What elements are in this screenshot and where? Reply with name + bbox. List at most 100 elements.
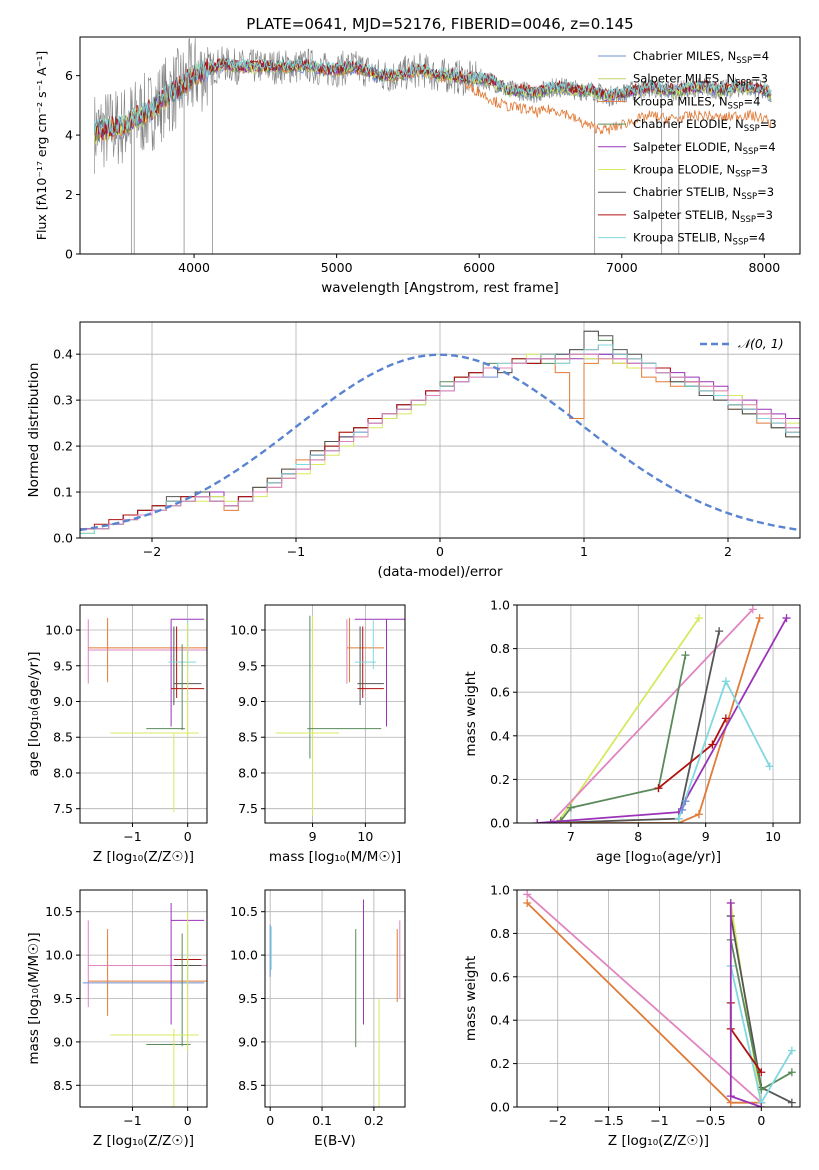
- point-marker: [787, 1068, 796, 1077]
- y-tick-label: 8.5: [53, 1078, 73, 1093]
- series-line-kroupa_elodie: [556, 617, 700, 823]
- x-tick-label: −2: [143, 544, 161, 559]
- point-marker: [523, 899, 532, 908]
- y-axis-label: age [log₁₀(age/yr)]: [26, 651, 42, 776]
- y-tick-label: 9.0: [238, 1034, 258, 1049]
- x-axis-label: E(B-V): [314, 1133, 356, 1149]
- x-tick-label: −1: [287, 544, 305, 559]
- point-marker: [757, 1103, 766, 1107]
- y-axis-label: mass weight: [463, 956, 479, 1041]
- legend-suffix: =3: [751, 163, 768, 177]
- y-tick-label: 0.0: [53, 531, 73, 546]
- axes-frame: [79, 889, 208, 1108]
- y-tick-label: 9.5: [238, 658, 258, 673]
- point-marker: [533, 819, 542, 823]
- legend-subscript: SSP: [735, 79, 751, 89]
- legend-suffix: =3: [751, 72, 768, 86]
- y-tick-label: 1.0: [490, 883, 510, 898]
- plot-area-ebv-vs-mass: [269, 899, 401, 1107]
- plot-area-residual-histogram: [80, 330, 800, 534]
- point-marker: [787, 1098, 796, 1107]
- series-line-pink: [526, 893, 762, 1104]
- legend-label: Salpeter ELODIE, N: [633, 140, 743, 154]
- y-tick-label: 0.8: [490, 926, 510, 941]
- y-tick-label: 0.8: [490, 641, 510, 656]
- point-marker: [708, 740, 717, 749]
- y-tick-label: 4: [65, 128, 73, 143]
- y-tick-label: 9.5: [53, 991, 73, 1006]
- legend-subscript: SSP: [728, 101, 744, 111]
- x-axis-label: (data-model)/error: [377, 564, 503, 580]
- series-line-pink: [550, 608, 754, 823]
- plot-area-spectrum: [93, 38, 772, 254]
- x-tick-label: 8: [634, 829, 642, 844]
- y-tick-label: 0.4: [53, 347, 73, 362]
- point-marker: [787, 1046, 796, 1055]
- y-tick-label: 8.5: [238, 730, 258, 745]
- legend-entry: Kroupa STELIB, NSSP=4: [633, 231, 765, 248]
- x-tick-label: 5000: [321, 260, 353, 275]
- plot-area-Z-vs-mass-weight: [523, 890, 796, 1107]
- x-axis-label: Z [log₁₀(Z/Z☉)]: [93, 1133, 194, 1149]
- point-marker: [755, 614, 764, 623]
- y-tick-label: 0.6: [490, 685, 510, 700]
- legend-entry: Chabrier STELIB, NSSP=3: [633, 185, 774, 202]
- x-tick-label: 0.2: [364, 1113, 384, 1128]
- legend-entry: Salpeter MILES, NSSP=3: [633, 72, 768, 89]
- point-marker: [715, 627, 724, 636]
- y-tick-label: 0.4: [490, 1013, 510, 1028]
- x-tick-label: 2: [724, 544, 732, 559]
- histogram-step-pink: [80, 353, 800, 530]
- legend-label: Kroupa ELODIE, N: [633, 163, 735, 177]
- legend-entry: Salpeter ELODIE, NSSP=4: [633, 140, 776, 157]
- plot-area-age-vs-mass-weight: [533, 605, 791, 823]
- legend-subscript: SSP: [735, 170, 751, 180]
- x-axis-label: wavelength [Angstrom, rest frame]: [321, 280, 559, 296]
- y-axis-label: mass [log₁₀(M/M☉)]: [26, 932, 42, 1064]
- legend-subscript: SSP: [741, 192, 757, 202]
- axes-frame: [516, 604, 801, 824]
- x-tick-label: −0.5: [695, 1113, 725, 1128]
- legend-label: Kroupa STELIB, N: [633, 231, 733, 245]
- point-marker: [523, 890, 532, 899]
- legend-label: Salpeter STELIB, N: [633, 208, 740, 222]
- y-tick-label: 10.5: [45, 904, 73, 919]
- y-tick-label: 0.4: [490, 728, 510, 743]
- y-tick-label: 7.5: [238, 801, 258, 816]
- point-marker: [782, 614, 791, 623]
- y-tick-label: 9.0: [53, 1034, 73, 1049]
- x-tick-label: 0: [757, 1113, 765, 1128]
- axes-frame: [516, 889, 801, 1108]
- model-line-kroupa_stelib: [93, 56, 772, 136]
- legend-suffix: =4: [748, 231, 765, 245]
- x-tick-label: 10: [357, 829, 373, 844]
- plot-area-Z-vs-mass: [82, 903, 207, 1107]
- plot-area-mass-vs-age: [275, 615, 405, 816]
- legend-suffix: =4: [743, 94, 760, 108]
- data-spectrum-line: [94, 38, 772, 174]
- panel-Z-vs-mass-weight: −2 −1.5 −1 −0.5 0 0.0 0.2 0.4 0.6 0.8 1.0 Z [log₁₀(…: [463, 883, 801, 1149]
- axes-frame: [264, 604, 406, 824]
- point-marker: [694, 810, 703, 819]
- histogram-step-chabrier_stelib: [80, 330, 800, 530]
- point-marker: [757, 1068, 766, 1077]
- y-tick-label: 0.2: [490, 772, 510, 787]
- point-marker: [748, 605, 757, 614]
- y-tick-label: 10.0: [45, 623, 73, 638]
- panel-Z-vs-age: −1 0 7.5 8.0 8.5 9.0 9.5 10.0 Z [log₁₀(Z/Z☉)] age…: [26, 604, 208, 865]
- x-tick-label: 7: [567, 829, 575, 844]
- panel-mass-vs-age: 9 10 7.5 8.0 8.5 9.0 9.5 10.0 mass [log₁₀(M/M☉)]: [230, 604, 406, 865]
- legend-subscript: SSP: [736, 56, 752, 66]
- panel-age-vs-mass-weight: 7 8 9 10 0.0 0.2 0.4 0.6 0.8 1.0 age [log₁₀(age/yr…: [463, 598, 801, 865]
- point-marker: [765, 762, 774, 771]
- x-tick-label: 0: [184, 829, 192, 844]
- x-axis-label: age [log₁₀(age/yr)]: [596, 849, 721, 865]
- x-tick-label: −1: [123, 829, 141, 844]
- y-tick-label: 8.5: [238, 1078, 258, 1093]
- y-tick-label: 0.0: [490, 816, 510, 831]
- legend-entry: Kroupa ELODIE, NSSP=3: [633, 163, 768, 180]
- series-line-kroupa_miles: [537, 617, 761, 823]
- y-tick-label: 7.5: [53, 801, 73, 816]
- y-tick-label: 9.0: [53, 694, 73, 709]
